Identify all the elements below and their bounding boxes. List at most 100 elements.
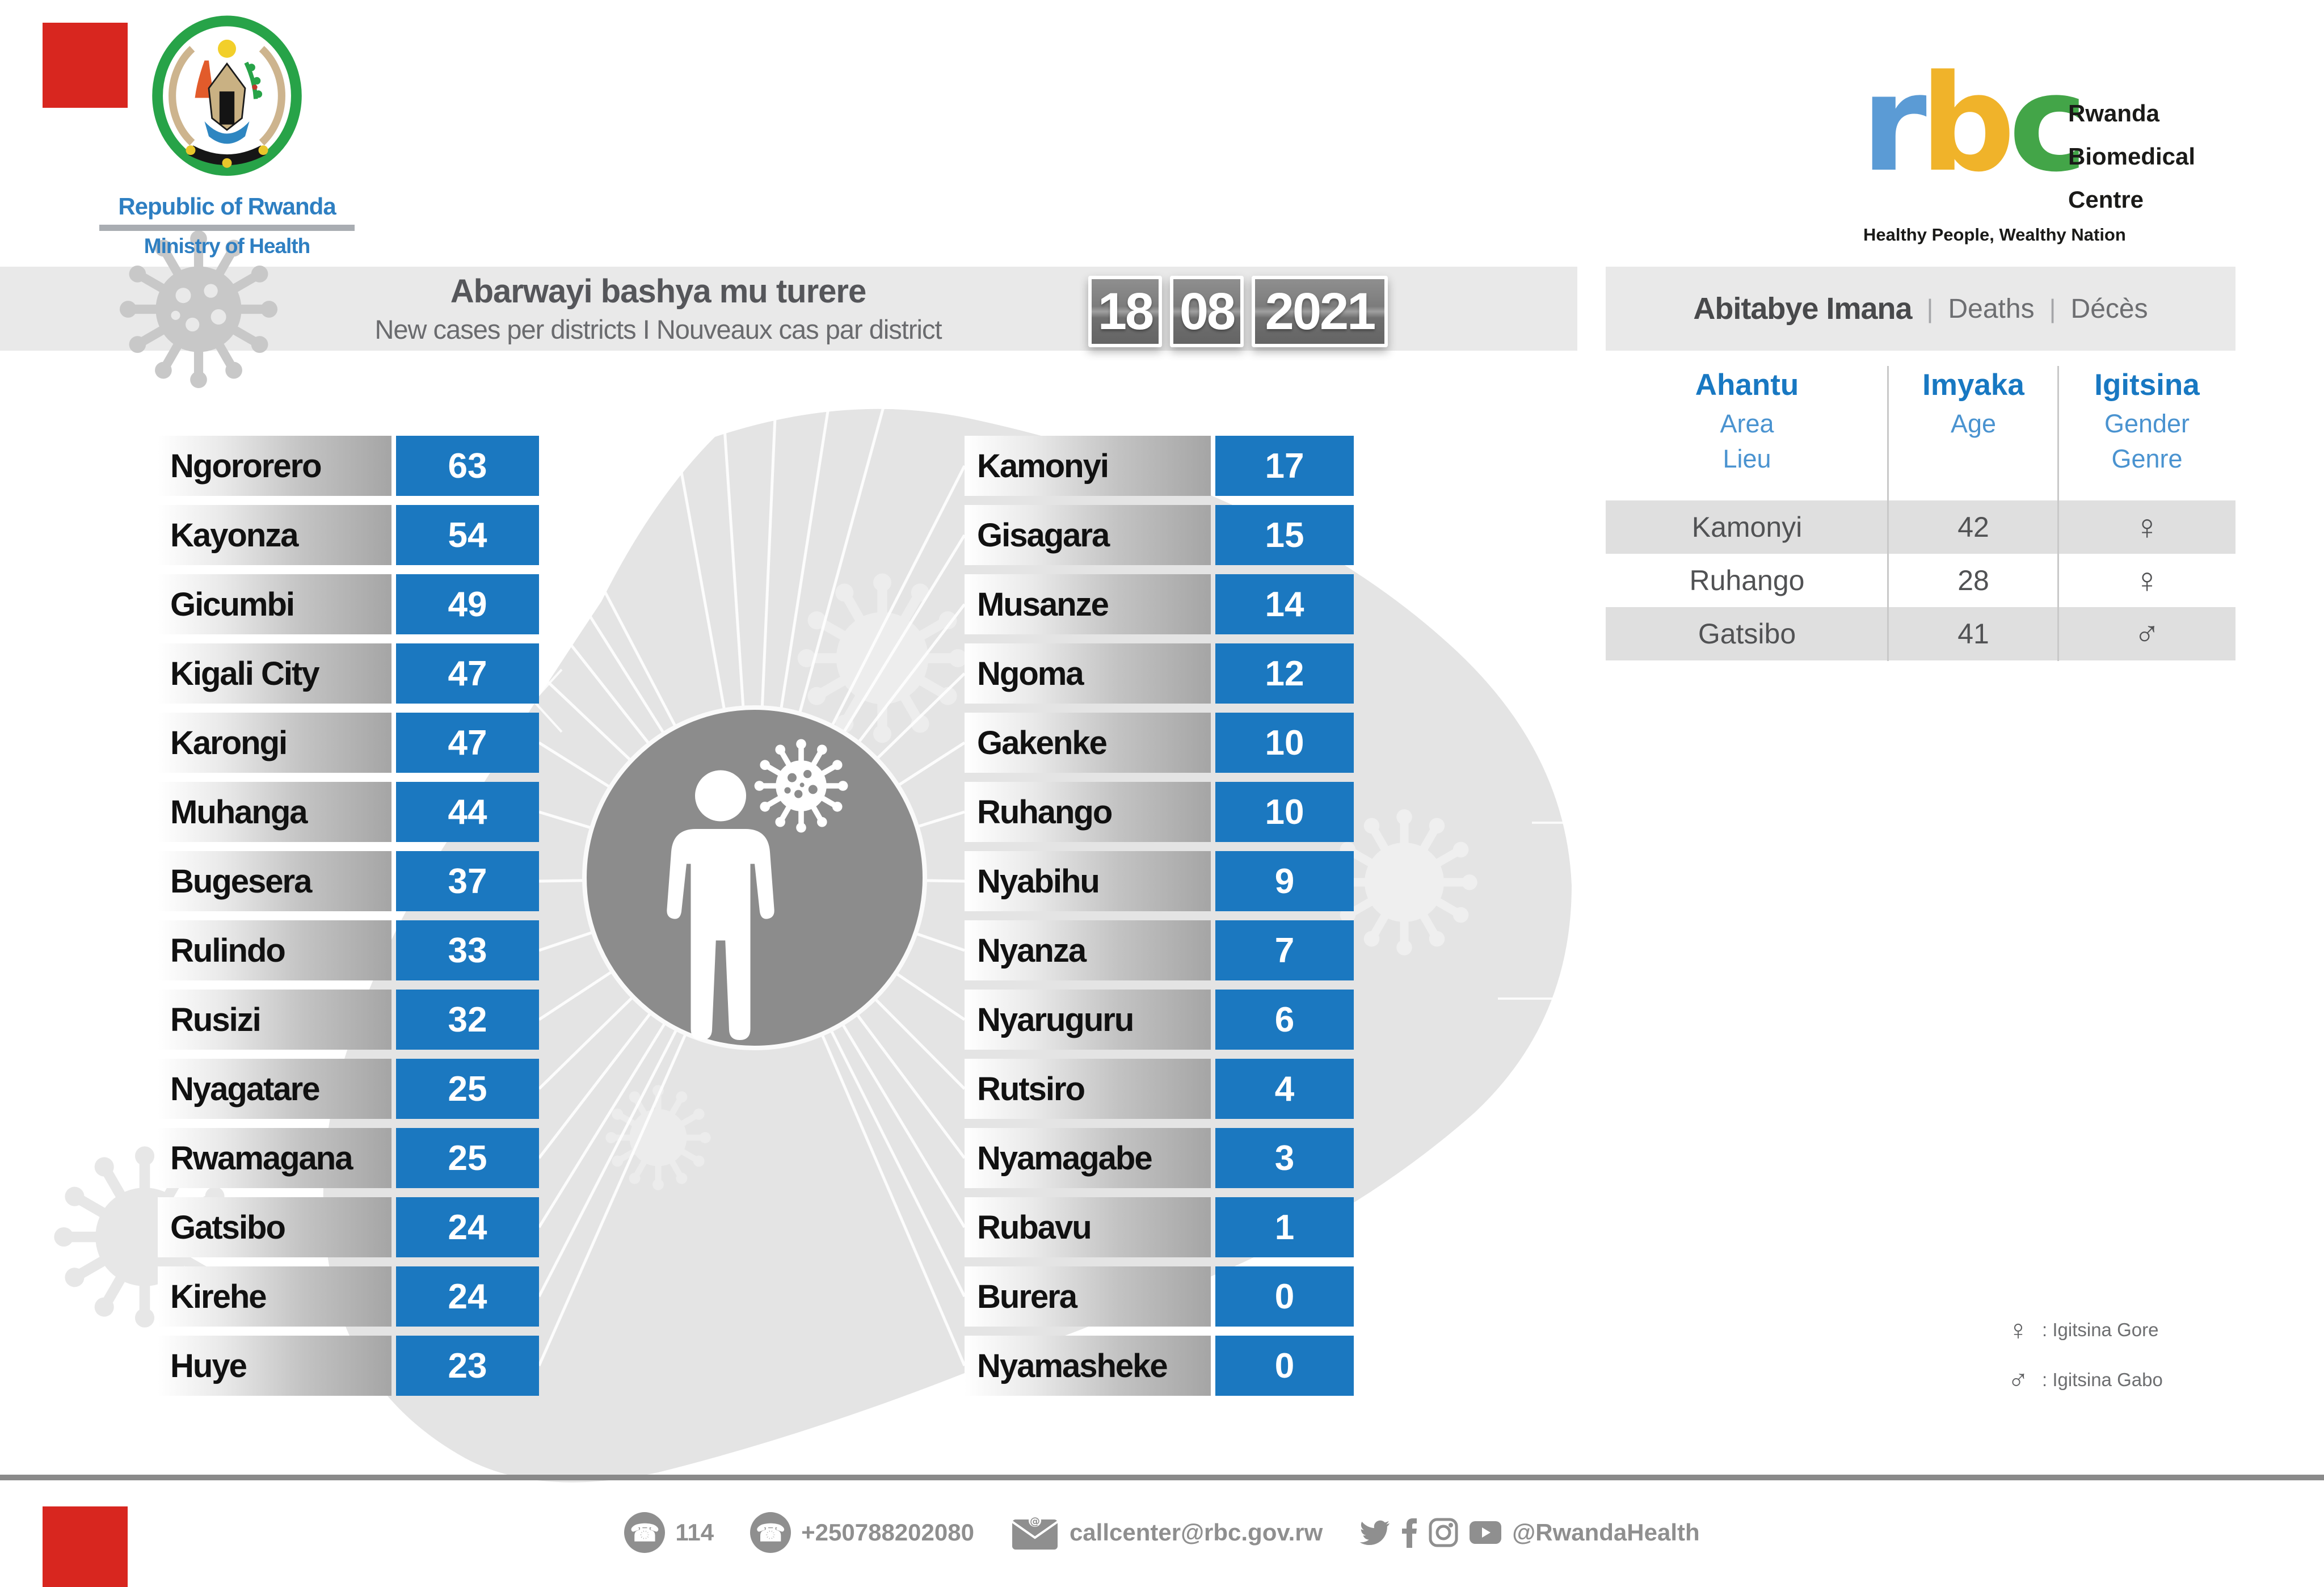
deaths-column-header: Ahantu Area Lieu bbox=[1606, 364, 1888, 477]
district-row: Rubavu 1 bbox=[965, 1197, 1354, 1257]
svg-text:@: @ bbox=[1030, 1516, 1040, 1527]
social-icons bbox=[1359, 1517, 1502, 1548]
district-label: Ngoma bbox=[977, 655, 1084, 692]
district-value: 15 bbox=[1265, 515, 1304, 555]
district-label: Huye bbox=[170, 1347, 247, 1384]
district-value-box: 54 bbox=[396, 505, 539, 565]
death-age: 28 bbox=[1957, 565, 1989, 596]
rbc-name-line: Biomedical bbox=[2068, 143, 2196, 170]
social-handle: @RwandaHealth bbox=[1512, 1519, 1700, 1546]
district-value-box: 9 bbox=[1215, 851, 1354, 911]
hotline-item: ☎ 114 bbox=[624, 1512, 714, 1553]
republic-of-rwanda-label: Republic of Rwanda bbox=[118, 193, 336, 220]
district-label: Gakenke bbox=[977, 724, 1108, 761]
gender-symbol-icon: ♀ bbox=[2007, 1314, 2029, 1346]
district-value: 24 bbox=[448, 1277, 487, 1316]
district-label-strip: Ngororero bbox=[158, 436, 391, 496]
district-value-box: 3 bbox=[1215, 1128, 1354, 1188]
district-value: 49 bbox=[448, 584, 487, 624]
district-value-box: 14 bbox=[1215, 574, 1354, 634]
district-value-box: 4 bbox=[1215, 1059, 1354, 1119]
ministry-logo: Republic of Rwanda Ministry of Health bbox=[91, 11, 363, 258]
district-label: Nyabihu bbox=[977, 862, 1100, 900]
district-row: Rwamagana 25 bbox=[158, 1128, 539, 1188]
district-value: 6 bbox=[1274, 1000, 1295, 1039]
phone-item: ☎ +250788202080 bbox=[750, 1512, 974, 1553]
district-value-box: 25 bbox=[396, 1059, 539, 1119]
death-row: Kamonyi 42 ♀ bbox=[1606, 500, 2235, 554]
district-value: 32 bbox=[448, 1000, 487, 1039]
district-label: Nyanza bbox=[977, 932, 1087, 969]
district-label-strip: Kirehe bbox=[158, 1266, 391, 1327]
district-value-box: 15 bbox=[1215, 505, 1354, 565]
column-subtitle: Age bbox=[1950, 409, 1997, 438]
district-label: Rusizi bbox=[170, 1001, 262, 1038]
district-value: 17 bbox=[1265, 446, 1304, 486]
district-value-box: 25 bbox=[396, 1128, 539, 1188]
district-value: 9 bbox=[1274, 861, 1295, 901]
district-label-strip: Rutsiro bbox=[965, 1059, 1211, 1119]
district-label: Gatsibo bbox=[170, 1209, 286, 1246]
district-label-strip: Huye bbox=[158, 1336, 391, 1396]
column-subtitle: Gender bbox=[2104, 409, 2190, 438]
district-value: 24 bbox=[448, 1207, 487, 1247]
legend-label: : Igitsina Gore bbox=[2042, 1319, 2159, 1340]
district-value-box: 23 bbox=[396, 1336, 539, 1396]
district-label: Gicumbi bbox=[170, 586, 295, 623]
district-row: Nyagatare 25 bbox=[158, 1059, 539, 1119]
district-value-box: 33 bbox=[396, 920, 539, 980]
district-value: 7 bbox=[1274, 931, 1295, 970]
district-row: Burera 0 bbox=[965, 1266, 1354, 1327]
death-area: Kamonyi bbox=[1691, 511, 1803, 543]
district-value: 3 bbox=[1274, 1138, 1295, 1178]
district-label: Ngororero bbox=[170, 447, 322, 485]
district-label-strip: Rubavu bbox=[965, 1197, 1211, 1257]
date-month: 08 bbox=[1170, 276, 1244, 347]
district-row: Rulindo 33 bbox=[158, 920, 539, 980]
district-value: 25 bbox=[448, 1138, 487, 1178]
legend-item: ♂ : Igitsina Gabo bbox=[2000, 1355, 2163, 1405]
district-row: Gicumbi 49 bbox=[158, 574, 539, 634]
district-value-box: 7 bbox=[1215, 920, 1354, 980]
district-value: 0 bbox=[1274, 1346, 1295, 1386]
cases-list-left: Ngororero 63 Kayonza 54 Gicumbi 49 Kigal… bbox=[158, 436, 539, 1396]
district-label-strip: Gicumbi bbox=[158, 574, 391, 634]
district-label: Burera bbox=[977, 1278, 1077, 1315]
rbc-name: Rwanda Biomedical Centre bbox=[2068, 92, 2195, 221]
district-row: Nyabihu 9 bbox=[965, 851, 1354, 911]
column-title: Imyaka bbox=[1922, 368, 2024, 402]
death-gender-symbol: ♀ bbox=[2133, 507, 2161, 547]
district-value: 33 bbox=[448, 931, 487, 970]
district-row: Ngoma 12 bbox=[965, 643, 1354, 704]
deaths-column-header: Imyaka Age bbox=[1888, 364, 2058, 477]
district-label-strip: Burera bbox=[965, 1266, 1211, 1327]
hotline-number: 114 bbox=[675, 1519, 714, 1546]
death-area: Gatsibo bbox=[1698, 618, 1796, 650]
district-value-box: 37 bbox=[396, 851, 539, 911]
gender-legend: ♀ : Igitsina Gore ♂ : Igitsina Gabo bbox=[2000, 1305, 2163, 1405]
district-value: 10 bbox=[1265, 723, 1304, 763]
rwanda-coat-of-arms-icon bbox=[152, 15, 302, 176]
district-value-box: 63 bbox=[396, 436, 539, 496]
district-value: 14 bbox=[1265, 584, 1304, 624]
report-date: 18 08 2021 bbox=[1088, 276, 1388, 347]
email-item: @ callcenter@rbc.gov.rw bbox=[1011, 1514, 1323, 1551]
death-age: 42 bbox=[1957, 511, 1989, 543]
deaths-title-rw: Abitabye Imana bbox=[1693, 292, 1912, 326]
district-label: Ruhango bbox=[977, 793, 1113, 831]
district-value: 63 bbox=[448, 446, 487, 486]
date-day: 18 bbox=[1088, 276, 1162, 347]
logo-divider bbox=[99, 225, 355, 231]
rbc-letters: rbc bbox=[1861, 44, 2087, 204]
gender-symbol-icon: ♂ bbox=[2007, 1364, 2029, 1396]
district-label-strip: Ngoma bbox=[965, 643, 1211, 704]
person-icon bbox=[667, 770, 774, 1040]
district-label-strip: Karongi bbox=[158, 713, 391, 773]
column-divider bbox=[2057, 366, 2059, 661]
column-title: Igitsina bbox=[2094, 368, 2200, 402]
youtube-icon bbox=[1470, 1521, 1502, 1544]
district-row: Kamonyi 17 bbox=[965, 436, 1354, 496]
virus-icon bbox=[755, 739, 848, 833]
district-value: 10 bbox=[1265, 792, 1304, 832]
phone-icon: ☎ bbox=[750, 1512, 791, 1553]
